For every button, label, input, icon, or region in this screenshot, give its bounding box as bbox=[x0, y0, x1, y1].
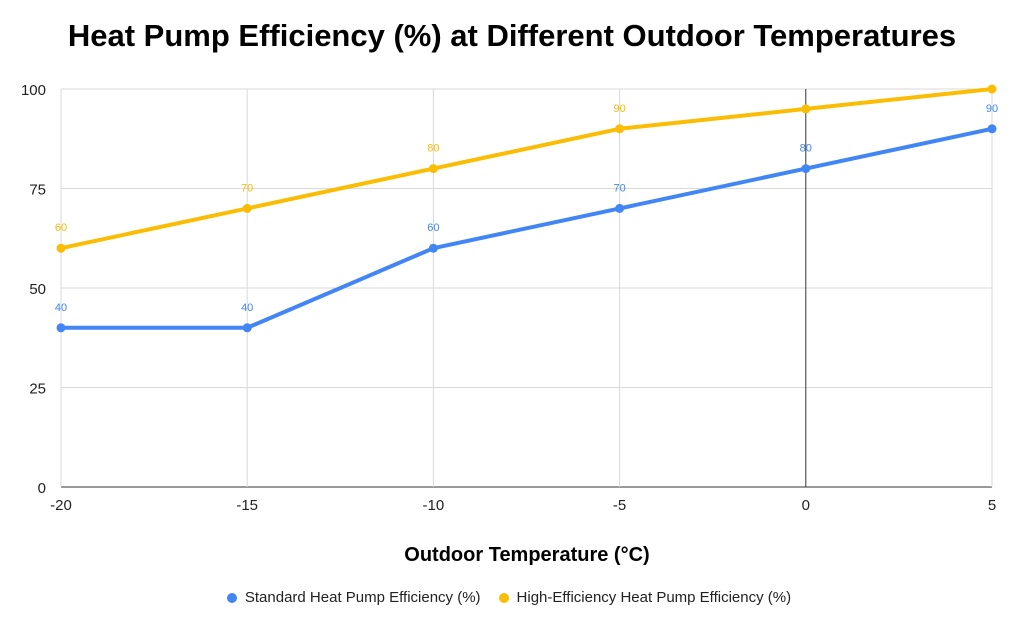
data-label: 80 bbox=[800, 143, 812, 155]
y-tick-label: 75 bbox=[29, 182, 46, 199]
legend-item-high-efficiency[interactable]: High-Efficiency Heat Pump Efficiency (%) bbox=[498, 589, 792, 606]
legend-marker-high-efficiency bbox=[498, 592, 509, 603]
y-tick-label: 0 bbox=[38, 480, 46, 497]
y-tick-label: 50 bbox=[29, 281, 46, 298]
data-label: 60 bbox=[55, 222, 67, 234]
data-label: 90 bbox=[986, 103, 998, 115]
data-point bbox=[56, 323, 66, 333]
data-label: 70 bbox=[613, 182, 625, 194]
data-label: 40 bbox=[241, 302, 253, 314]
data-label: 60 bbox=[427, 222, 439, 234]
legend-label-standard: Standard Heat Pump Efficiency (%) bbox=[244, 589, 481, 606]
legend-item-standard[interactable]: Standard Heat Pump Efficiency (%) bbox=[226, 589, 481, 606]
legend: Standard Heat Pump Efficiency (%) High-E… bbox=[0, 589, 1018, 606]
data-point bbox=[242, 203, 252, 213]
x-tick-label: -15 bbox=[236, 497, 258, 514]
x-tick-label: -5 bbox=[613, 497, 626, 514]
data-point bbox=[428, 243, 438, 253]
x-tick-label: -10 bbox=[423, 497, 445, 514]
data-point bbox=[615, 124, 625, 134]
data-point bbox=[801, 164, 811, 174]
data-point bbox=[801, 104, 811, 114]
legend-label-high-efficiency: High-Efficiency Heat Pump Efficiency (%) bbox=[516, 589, 792, 606]
data-point bbox=[987, 124, 997, 134]
data-point bbox=[242, 323, 252, 333]
data-label: 90 bbox=[613, 103, 625, 115]
series-line bbox=[60, 87, 993, 251]
legend-marker-standard bbox=[226, 592, 237, 603]
x-tick-label: 5 bbox=[988, 497, 996, 514]
data-point bbox=[615, 203, 625, 213]
data-label: 40 bbox=[55, 302, 67, 314]
x-axis-label: Outdoor Temperature (°C) bbox=[404, 544, 650, 566]
y-tick-label: 100 bbox=[21, 82, 46, 99]
y-tick-label: 25 bbox=[29, 381, 46, 398]
data-label: 80 bbox=[427, 143, 439, 155]
x-tick-label: 0 bbox=[802, 497, 810, 514]
series-line bbox=[61, 126, 993, 330]
data-point bbox=[428, 164, 438, 174]
data-point bbox=[56, 243, 66, 253]
x-tick-label: -20 bbox=[50, 497, 72, 514]
data-label: 70 bbox=[241, 182, 253, 194]
data-point bbox=[987, 84, 997, 94]
chart-title: Heat Pump Efficiency (%) at Different Ou… bbox=[67, 18, 957, 53]
